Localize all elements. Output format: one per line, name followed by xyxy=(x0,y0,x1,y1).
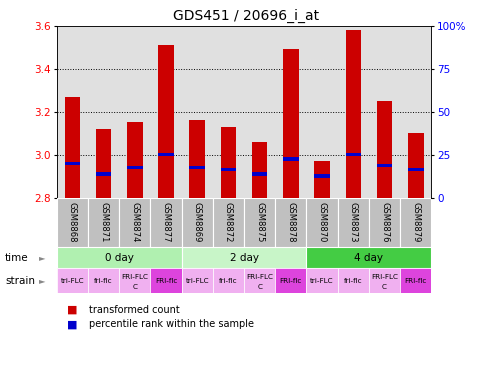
Bar xyxy=(88,268,119,293)
Text: GSM8870: GSM8870 xyxy=(317,202,326,242)
Text: percentile rank within the sample: percentile rank within the sample xyxy=(89,319,254,329)
Text: GSM8874: GSM8874 xyxy=(130,202,139,242)
Text: 4 day: 4 day xyxy=(354,253,384,263)
Bar xyxy=(377,164,392,167)
Text: ►: ► xyxy=(38,253,45,262)
Bar xyxy=(244,268,275,293)
Bar xyxy=(338,198,369,247)
Text: GSM8868: GSM8868 xyxy=(68,202,77,242)
Text: FRI-flc: FRI-flc xyxy=(280,278,302,284)
Bar xyxy=(252,172,267,176)
Text: FRI-FLC: FRI-FLC xyxy=(246,274,273,280)
Text: transformed count: transformed count xyxy=(89,305,179,315)
Text: C: C xyxy=(382,284,387,290)
Bar xyxy=(307,198,338,247)
Bar xyxy=(150,198,181,247)
Text: 2 day: 2 day xyxy=(230,253,258,263)
Text: GSM8873: GSM8873 xyxy=(349,202,358,242)
Text: FRI-flc: FRI-flc xyxy=(155,278,177,284)
Text: GSM8877: GSM8877 xyxy=(162,202,171,242)
Bar xyxy=(119,268,150,293)
Bar xyxy=(57,247,181,268)
Bar xyxy=(369,198,400,247)
Text: tri-FLC: tri-FLC xyxy=(185,278,209,284)
Bar xyxy=(158,153,174,156)
Bar xyxy=(346,30,361,198)
Text: fri-flc: fri-flc xyxy=(219,278,238,284)
Bar xyxy=(244,198,275,247)
Text: GSM8871: GSM8871 xyxy=(99,202,108,242)
Text: GSM8878: GSM8878 xyxy=(286,202,295,242)
Bar xyxy=(275,268,307,293)
Bar xyxy=(65,97,80,198)
Bar xyxy=(213,268,244,293)
Bar xyxy=(400,268,431,293)
Bar xyxy=(119,198,150,247)
Bar xyxy=(150,268,181,293)
Bar xyxy=(65,161,80,165)
Bar xyxy=(307,247,431,268)
Text: fri-flc: fri-flc xyxy=(344,278,363,284)
Bar xyxy=(221,127,236,198)
Bar xyxy=(181,198,213,247)
Text: strain: strain xyxy=(5,276,35,286)
Bar xyxy=(88,198,119,247)
Bar xyxy=(213,198,244,247)
Text: FRI-flc: FRI-flc xyxy=(405,278,427,284)
Text: ►: ► xyxy=(38,276,45,285)
Bar xyxy=(181,268,213,293)
Text: GDS451 / 20696_i_at: GDS451 / 20696_i_at xyxy=(174,9,319,23)
Bar xyxy=(127,122,142,198)
Bar xyxy=(307,268,338,293)
Text: GSM8875: GSM8875 xyxy=(255,202,264,242)
Bar xyxy=(221,168,236,171)
Text: time: time xyxy=(5,253,29,263)
Text: GSM8879: GSM8879 xyxy=(411,202,420,242)
Bar xyxy=(346,153,361,156)
Text: C: C xyxy=(257,284,262,290)
Bar xyxy=(189,166,205,169)
Bar xyxy=(315,161,330,198)
Text: 0 day: 0 day xyxy=(105,253,134,263)
Bar xyxy=(315,175,330,178)
Bar xyxy=(57,198,88,247)
Bar xyxy=(189,120,205,198)
Text: GSM8872: GSM8872 xyxy=(224,202,233,242)
Bar xyxy=(283,49,299,198)
Bar xyxy=(181,247,307,268)
Text: FRI-FLC: FRI-FLC xyxy=(121,274,148,280)
Bar xyxy=(127,166,142,169)
Text: GSM8876: GSM8876 xyxy=(380,202,389,242)
Text: tri-FLC: tri-FLC xyxy=(61,278,84,284)
Text: fri-flc: fri-flc xyxy=(94,278,113,284)
Bar xyxy=(275,198,307,247)
Text: ■: ■ xyxy=(67,305,77,315)
Text: tri-FLC: tri-FLC xyxy=(310,278,334,284)
Bar xyxy=(57,268,88,293)
Bar xyxy=(96,129,111,198)
Text: C: C xyxy=(132,284,137,290)
Bar xyxy=(377,101,392,198)
Bar xyxy=(408,133,423,198)
Text: ■: ■ xyxy=(67,319,77,329)
Bar xyxy=(408,168,423,171)
Text: GSM8869: GSM8869 xyxy=(193,202,202,242)
Bar xyxy=(338,268,369,293)
Bar xyxy=(158,45,174,198)
Bar xyxy=(252,142,267,198)
Bar xyxy=(400,198,431,247)
Bar xyxy=(369,268,400,293)
Text: FRI-FLC: FRI-FLC xyxy=(371,274,398,280)
Bar xyxy=(96,172,111,176)
Bar xyxy=(283,157,299,161)
